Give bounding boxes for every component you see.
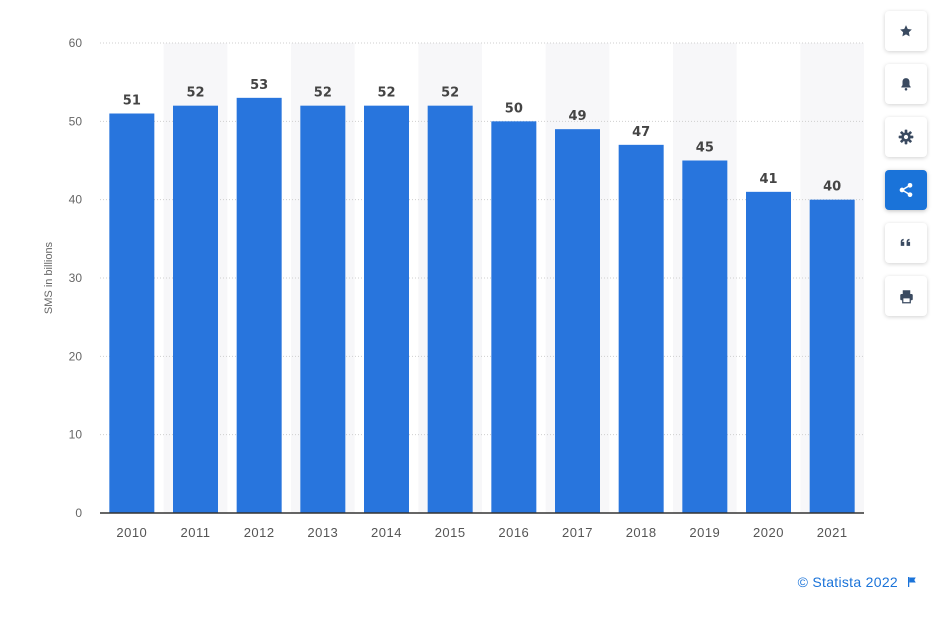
bar-2014[interactable] <box>364 105 409 514</box>
bar-2017[interactable] <box>555 129 600 513</box>
x-tick-label-2018: 2018 <box>626 525 657 540</box>
data-label-2013: 52 <box>314 86 332 101</box>
x-tick-label-2012: 2012 <box>244 525 275 540</box>
y-tick-label-40: 40 <box>69 193 83 207</box>
statista-credit[interactable]: © Statista 2022 <box>798 574 918 590</box>
bar-2016[interactable] <box>491 121 537 513</box>
data-label-2011: 52 <box>186 86 204 101</box>
flag-icon[interactable] <box>906 576 918 588</box>
data-label-2018: 47 <box>632 125 650 140</box>
y-axis-title: SMS in billions <box>43 241 55 314</box>
data-labels: 51 52 53 52 52 52 50 49 47 45 41 40 <box>123 78 841 195</box>
y-axis-ticks: 0 10 20 30 40 50 60 <box>69 36 83 520</box>
share-button[interactable] <box>885 170 927 210</box>
y-tick-label-30: 30 <box>69 271 83 285</box>
bar-2018[interactable] <box>618 144 664 514</box>
x-tick-label-2011: 2011 <box>181 525 211 540</box>
y-tick-label-20: 20 <box>69 349 83 363</box>
y-tick-label-0: 0 <box>75 506 82 520</box>
gear-icon <box>898 129 914 145</box>
bar-2020[interactable] <box>746 191 791 514</box>
x-tick-label-2020: 2020 <box>753 525 784 540</box>
data-label-2016: 50 <box>505 101 523 116</box>
bar-2015[interactable] <box>427 105 473 514</box>
bar-2021[interactable] <box>809 199 855 513</box>
x-tick-label-2019: 2019 <box>689 525 720 540</box>
x-tick-label-2017: 2017 <box>562 525 593 540</box>
x-tick-label-2021: 2021 <box>817 525 848 540</box>
data-label-2012: 53 <box>250 78 268 93</box>
settings-button[interactable] <box>885 117 927 157</box>
bar-2013[interactable] <box>300 105 346 514</box>
star-icon <box>900 25 912 37</box>
bar-2010[interactable] <box>109 113 155 514</box>
bell-icon <box>901 78 911 91</box>
y-tick-label-50: 50 <box>69 114 83 128</box>
x-axis-ticks: 2010 2011 2012 2013 2014 2015 2016 2017 2018 2019… <box>116 525 847 540</box>
bar-2012[interactable] <box>236 97 282 513</box>
y-tick-label-10: 10 <box>69 428 83 442</box>
data-label-2010: 51 <box>123 94 141 109</box>
grid-lines <box>100 42 864 436</box>
credit-text[interactable]: © Statista 2022 <box>797 574 898 590</box>
notification-button[interactable] <box>885 64 927 104</box>
data-label-2017: 49 <box>568 109 586 124</box>
data-label-2020: 41 <box>759 172 777 187</box>
data-label-2021: 40 <box>823 180 841 195</box>
x-tick-label-2014: 2014 <box>371 525 402 540</box>
x-tick-label-2013: 2013 <box>307 525 338 540</box>
x-tick-label-2010: 2010 <box>116 525 147 540</box>
x-tick-label-2016: 2016 <box>498 525 529 540</box>
quote-icon <box>900 238 911 246</box>
print-button[interactable] <box>885 276 927 316</box>
print-icon <box>899 289 913 303</box>
x-tick-label-2015: 2015 <box>435 525 466 540</box>
bars <box>109 97 855 514</box>
data-label-2014: 52 <box>377 86 395 101</box>
data-label-2019: 45 <box>696 141 714 156</box>
y-tick-label-60: 60 <box>69 36 83 50</box>
cite-button[interactable] <box>885 223 927 263</box>
bar-2019[interactable] <box>682 160 728 514</box>
chart-toolbar <box>885 11 929 329</box>
share-icon <box>899 183 913 197</box>
data-label-2015: 52 <box>441 86 459 101</box>
favorite-button[interactable] <box>885 11 927 51</box>
bar-2011[interactable] <box>173 105 218 514</box>
